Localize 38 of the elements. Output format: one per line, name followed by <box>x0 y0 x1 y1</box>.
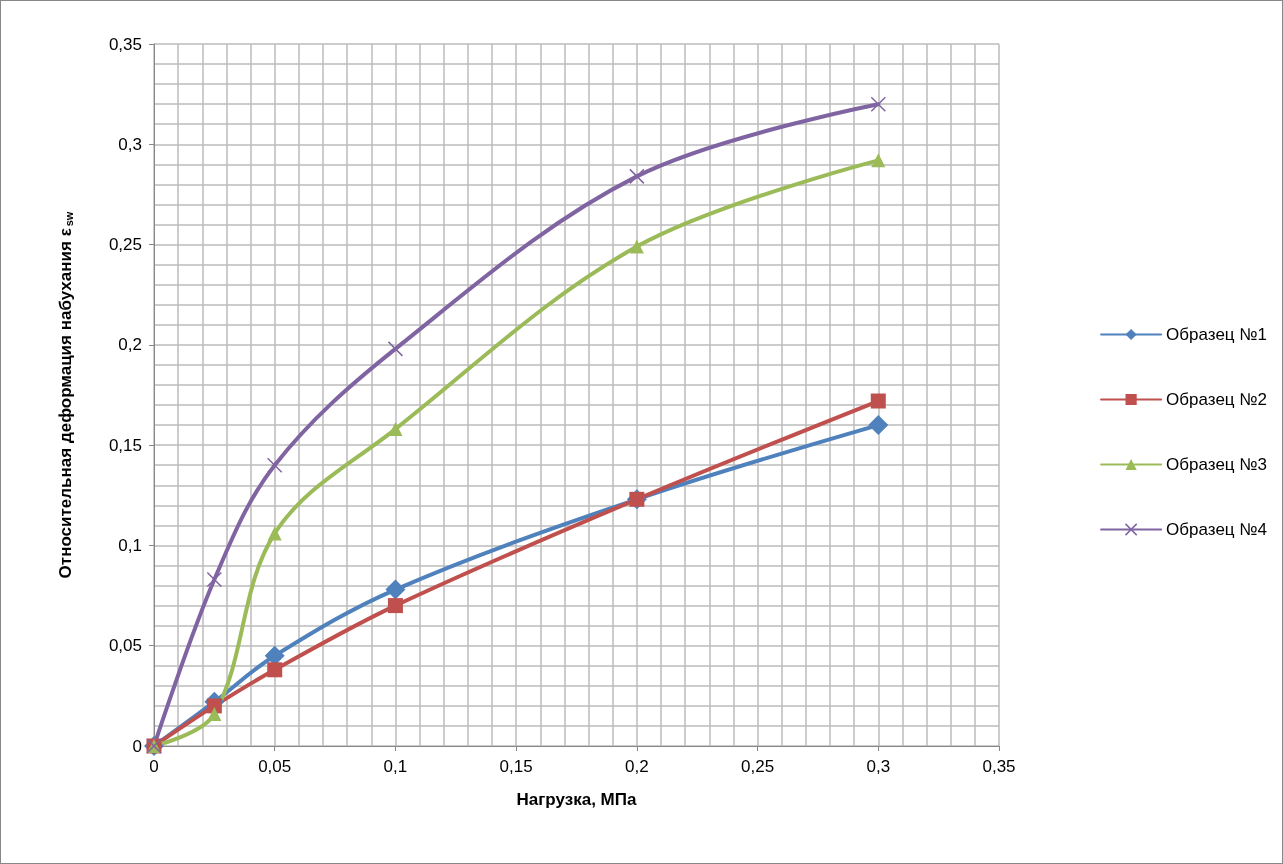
point <box>387 598 403 614</box>
point <box>266 457 283 473</box>
point <box>387 341 404 357</box>
point <box>629 239 644 254</box>
point <box>388 422 403 437</box>
point <box>267 662 283 678</box>
point <box>868 415 889 436</box>
point <box>206 571 223 588</box>
y-tick-label: 0,2 <box>118 335 142 355</box>
point <box>267 526 282 541</box>
legend-label: Образец №4 <box>1166 520 1267 539</box>
y-tick-label: 0,35 <box>108 34 142 54</box>
point <box>871 153 886 168</box>
point <box>207 706 222 721</box>
y-tick-label: 0,05 <box>108 636 142 656</box>
y-tick-label: 0,15 <box>108 435 142 455</box>
legend-label: Образец №1 <box>1166 325 1267 344</box>
y-axis-title: Относительная деформация набухания εsw <box>56 211 75 579</box>
y-tick-label: 0,1 <box>118 535 142 555</box>
x-tick-label: 0,3 <box>866 757 891 776</box>
y-tick-label: 0 <box>132 736 142 756</box>
x-tick-label: 0,35 <box>982 757 1016 776</box>
x-tick-label: 0 <box>149 757 159 776</box>
x-tick-label: 0,2 <box>625 757 649 776</box>
legend-label: Образец №3 <box>1166 455 1267 474</box>
x-tick-label: 0,1 <box>383 757 408 776</box>
x-axis-title: Нагрузка, МПа <box>516 790 637 809</box>
point <box>629 168 645 185</box>
x-tick-label: 0,15 <box>499 757 533 776</box>
point <box>385 579 406 600</box>
legend-label: Образец №2 <box>1166 390 1267 409</box>
y-tick-label: 0,3 <box>118 134 142 154</box>
point <box>870 393 886 409</box>
x-tick-label: 0,25 <box>741 757 775 776</box>
y-tick-label: 0,25 <box>108 235 142 255</box>
x-tick-label: 0,05 <box>258 757 292 776</box>
point <box>206 698 222 714</box>
point <box>870 96 887 112</box>
